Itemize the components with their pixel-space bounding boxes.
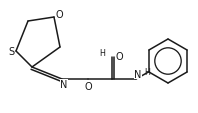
- Text: S: S: [8, 47, 14, 56]
- Text: O: O: [84, 81, 92, 91]
- Text: O: O: [115, 52, 123, 61]
- Text: H: H: [99, 49, 105, 58]
- Text: O: O: [55, 10, 63, 20]
- Text: H: H: [144, 68, 150, 77]
- Text: N: N: [60, 79, 68, 89]
- Text: N: N: [134, 69, 142, 79]
